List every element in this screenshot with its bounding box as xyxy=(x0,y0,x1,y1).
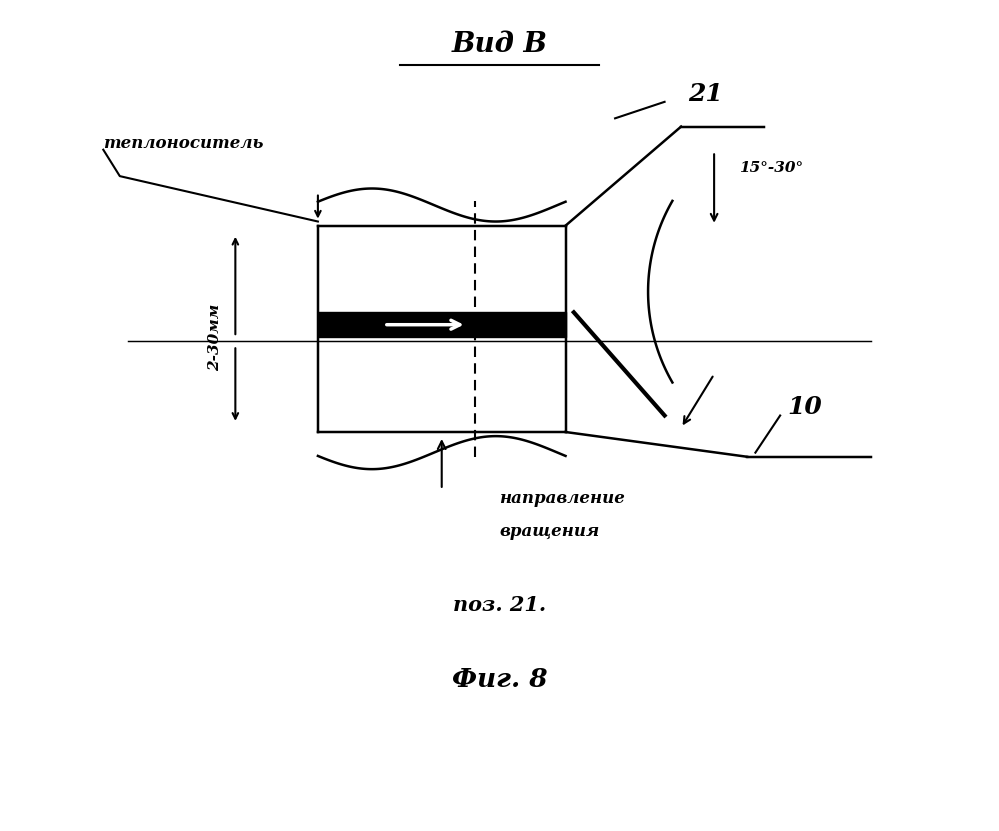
Text: 2-30мм: 2-30мм xyxy=(208,303,222,371)
Text: направление: направление xyxy=(500,489,625,507)
Text: Вид В: Вид В xyxy=(452,31,547,57)
Text: вращения: вращения xyxy=(500,523,599,539)
Text: поз. 21.: поз. 21. xyxy=(453,595,546,615)
Text: теплоноситель: теплоноситель xyxy=(103,135,264,151)
Text: Фиг. 8: Фиг. 8 xyxy=(452,667,547,692)
Text: 15°-30°: 15°-30° xyxy=(739,161,803,175)
Text: 10: 10 xyxy=(787,396,822,420)
Text: 21: 21 xyxy=(688,81,723,106)
